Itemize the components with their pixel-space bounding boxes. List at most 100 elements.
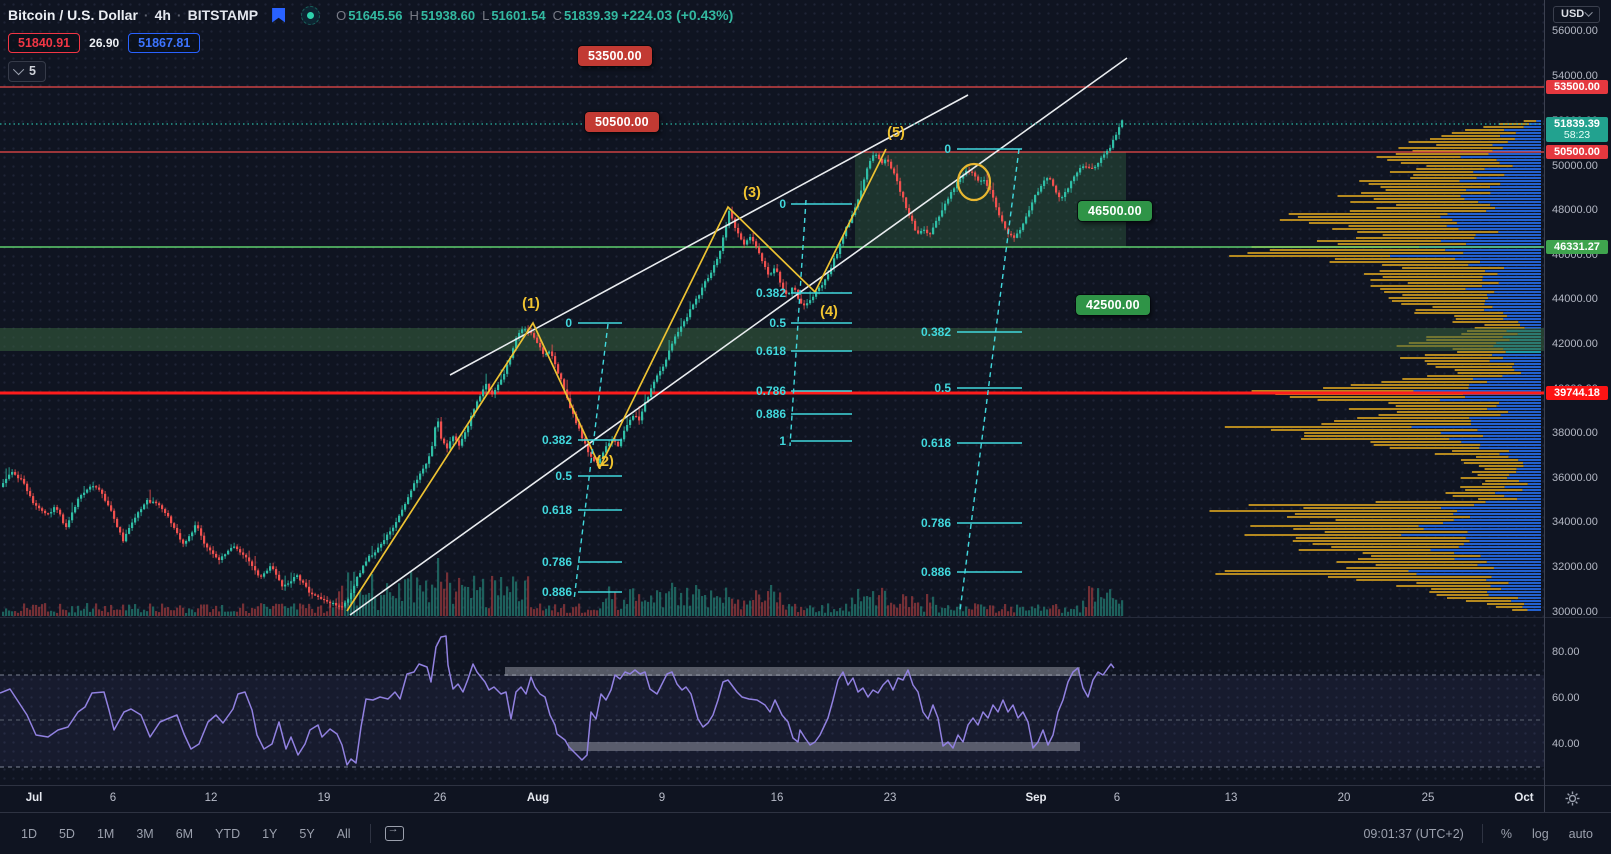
volume-profile-row	[1432, 306, 1493, 308]
scale-mode-log[interactable]: log	[1531, 826, 1549, 841]
range-button-1y[interactable]: 1Y	[262, 826, 278, 841]
scale-mode-percent[interactable]: %	[1500, 826, 1512, 841]
time-axis[interactable]: Jul 6 12 19 26 Aug 9 16 23 Sep 6 13 20 25 Oct	[0, 786, 1611, 812]
range-button-all[interactable]: All	[336, 826, 351, 841]
price-tick-label: 42000.00	[1552, 338, 1598, 350]
volume-bar	[536, 608, 539, 616]
volume-bar	[923, 611, 926, 616]
candle-body	[986, 180, 989, 186]
volume-profile-row	[1370, 285, 1483, 287]
volume-profile-row	[1463, 462, 1524, 464]
volume-profile-row	[1504, 267, 1541, 269]
candle-body	[392, 527, 395, 532]
go-to-date-icon[interactable]	[384, 823, 404, 841]
volume-profile-row	[1478, 201, 1541, 203]
volume-bar	[488, 608, 491, 616]
timeframe-label[interactable]: 4h	[154, 7, 171, 23]
candle-body	[47, 513, 50, 515]
price-callout-label[interactable]: 50500.00	[585, 112, 659, 132]
range-button-1d[interactable]: 1D	[21, 826, 37, 841]
volume-bar	[533, 609, 536, 616]
volume-profile-row	[1423, 528, 1541, 530]
candle-body	[593, 456, 596, 462]
candle-body	[356, 576, 359, 587]
time-tick-label: 23	[883, 792, 897, 804]
candle-body	[284, 584, 287, 587]
volume-profile-row	[1474, 237, 1541, 239]
volume-bar	[56, 612, 59, 616]
volume-profile-row	[1350, 384, 1470, 386]
candle-body	[326, 599, 329, 602]
volume-profile-row	[1454, 552, 1541, 554]
volume-bar	[716, 596, 719, 616]
fib-level-label: 0.618	[921, 436, 951, 450]
range-button-5y[interactable]: 5Y	[299, 826, 315, 841]
candle-body	[560, 373, 563, 380]
bid-price-button[interactable]: 51840.91	[8, 33, 81, 53]
volume-profile-row	[1453, 513, 1541, 515]
volume-bar	[179, 605, 182, 616]
range-button-5d[interactable]: 5D	[58, 826, 75, 841]
axis-settings-gear-icon[interactable]	[1565, 791, 1580, 811]
volume-bar	[227, 611, 230, 616]
volume-bar	[875, 605, 878, 616]
rsi-gray-zone	[568, 742, 1080, 751]
volume-bar	[1103, 598, 1106, 616]
volume-profile-row	[1294, 513, 1454, 515]
range-button-3m[interactable]: 3M	[136, 826, 154, 841]
volume-profile-row	[1416, 573, 1541, 575]
volume-bar	[293, 603, 296, 616]
elliott-wave-label: (3)	[743, 185, 761, 201]
bottom-toolbar: 1D 5D 1M 3M 6M YTD 1Y 5Y All 09:01:37 (UTC+2) % l…	[0, 813, 1611, 854]
volume-bar	[623, 599, 626, 616]
scale-mode-auto[interactable]: auto	[1568, 826, 1593, 841]
price-callout-label[interactable]: 46500.00	[1078, 201, 1152, 221]
symbol-title[interactable]: Bitcoin / U.S. Dollar	[8, 7, 138, 23]
volume-bar	[1010, 606, 1013, 616]
volume-bar	[269, 608, 272, 616]
price-callout-label[interactable]: 42500.00	[1076, 295, 1150, 315]
volume-profile-row	[1514, 363, 1541, 365]
flag-bookmark-icon[interactable]	[272, 7, 286, 23]
ask-price-button[interactable]: 51867.81	[128, 33, 201, 53]
volume-bar	[500, 577, 503, 616]
range-button-6m[interactable]: 6M	[175, 826, 194, 841]
volume-bar	[383, 594, 386, 616]
candle-body	[542, 347, 545, 354]
price-axis[interactable]: USD 56000.0054000.0052000.0050000.004800…	[1545, 0, 1611, 812]
range-button-1m[interactable]: 1M	[96, 826, 115, 841]
price-axis-badge: 46331.27	[1546, 240, 1608, 254]
candle-body	[506, 364, 509, 374]
volume-profile-row	[1209, 510, 1458, 512]
clock-label: 09:01:37 (UTC+2)	[1363, 826, 1464, 841]
volume-profile-row	[1389, 447, 1480, 449]
volume-profile-row	[1478, 498, 1518, 500]
candle-body	[755, 241, 758, 248]
volume-bar	[686, 587, 689, 616]
candle-body	[116, 518, 119, 528]
volume-bar	[896, 607, 899, 616]
volume-profile-row	[1337, 243, 1467, 245]
price-callout-label[interactable]: 53500.00	[578, 46, 652, 66]
volume-profile-row	[1509, 450, 1541, 452]
volume-bar	[560, 608, 563, 616]
chevron-down-icon	[12, 63, 25, 76]
market-status-icon[interactable]	[301, 5, 321, 25]
range-button-ytd[interactable]: YTD	[215, 826, 241, 841]
indicators-collapsed-button[interactable]: 5	[8, 61, 46, 82]
volume-profile-row	[1490, 192, 1541, 194]
currency-selector-button[interactable]: USD	[1553, 6, 1601, 23]
volume-profile-row	[1523, 465, 1541, 467]
candle-body	[602, 452, 605, 459]
candle-body	[182, 539, 185, 544]
candle-body	[35, 503, 38, 506]
volume-bar	[977, 604, 980, 616]
candle-body	[557, 364, 560, 374]
exchange-label[interactable]: BITSTAMP	[187, 7, 259, 23]
volume-bar	[863, 596, 866, 616]
candle-body	[770, 273, 773, 275]
volume-profile-row	[1452, 219, 1541, 221]
volume-bar	[794, 603, 797, 616]
